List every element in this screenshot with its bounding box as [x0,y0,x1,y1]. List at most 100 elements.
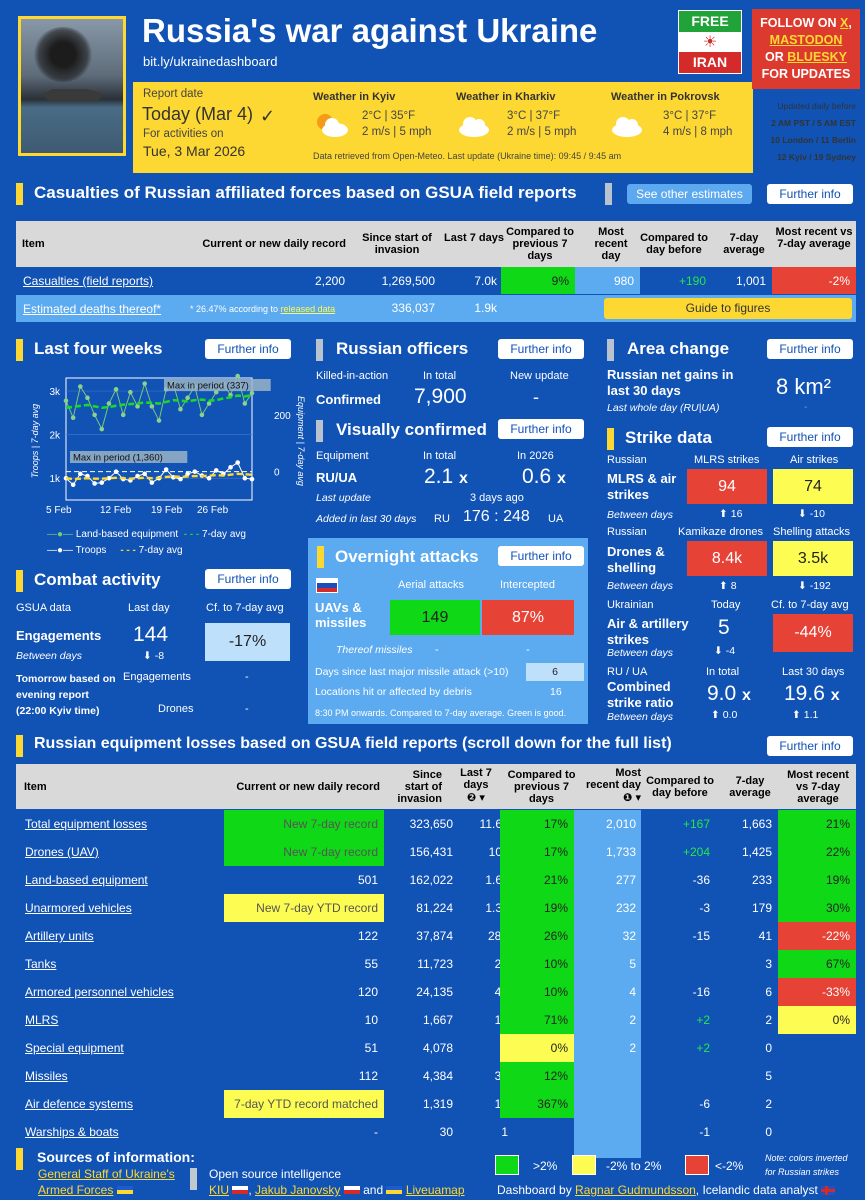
engagements-value: 144 [133,623,169,646]
strike-info-button[interactable]: Further info [767,427,853,447]
equipment-point [99,426,105,432]
troops-point [228,465,233,470]
thereof-aerial: - [435,644,439,656]
equipment-item-link[interactable]: Total equipment losses [25,817,148,831]
weeks-section-header: Last four weeks [16,336,296,366]
arrow-up-icon: ⬆ [719,508,728,520]
cell-cmpday: +2 [696,1041,710,1055]
area-section-header: Area change [607,336,857,366]
weather-pokrovsk-title: Weather in Pokrovsk [611,91,720,103]
follow-box: FOLLOW ON X, MASTODON OR BLUESKY FOR UPD… [752,9,860,89]
ukrainian-label: Ukrainian [607,599,654,611]
equipment-row[interactable]: Artillery units 122 37,874 285 26% 32 -15 41 -22… [16,922,856,950]
equipment-item-link[interactable]: Special equipment [25,1041,124,1055]
ratio-delta-1: 0.0 [722,709,738,721]
y-left-tick: 3k [49,387,61,398]
y-left-tick: 1k [49,474,61,485]
col-header: Since start of invasion [397,769,442,805]
officers-info-button[interactable]: Further info [498,339,584,359]
cell-current: 51 [364,1041,378,1055]
cell-cmp7: 367% [500,1090,574,1118]
ua-strikes-cf: -44% [773,614,853,652]
equipment-row[interactable]: Air defence systems 7-day YTD record matc… [16,1090,856,1118]
ukraine-flag-icon [116,1186,133,1194]
equipment-item-link[interactable]: Armored personnel vehicles [25,985,174,999]
arrow-down-icon: ⬇ [798,508,807,520]
deaths-row[interactable]: Estimated deaths thereof* * 26.47% accor… [16,295,856,322]
combat-info-button[interactable]: Further info [205,569,291,589]
casualties-row[interactable]: Casualties (field reports) 2,200 1,269,5… [16,267,856,294]
equipment-row[interactable]: Total equipment losses New 7-day record 32… [16,810,856,838]
col-header: Item [24,781,47,793]
equipment-item-link[interactable]: Drones (UAV) [25,845,99,859]
area-info-button[interactable]: Further info [767,339,853,359]
x-label: x [830,687,840,704]
casualties-info-button[interactable]: Further info [767,184,853,204]
equipment-item-link[interactable]: Warships & boats [25,1125,119,1139]
casualties-link[interactable]: Casualties (field reports) [23,274,154,288]
cell-current: 2,200 [314,274,345,288]
sort-desc-icon: ▾ [635,792,641,804]
janovsky-link[interactable]: Jakub Janovsky [255,1183,341,1197]
equipment-info-button[interactable]: Further info [767,736,853,756]
cell-recent [574,1090,642,1118]
gsua-link[interactable]: General Staff of Ukraine's [38,1167,175,1181]
cell-cmpday: +2 [696,1013,710,1027]
equipment-row[interactable]: Warships & boats - 30 1 -1 0 [16,1118,856,1146]
liveuamap-link[interactable]: Liveuamap [405,1183,465,1197]
equipment-row[interactable]: Unarmored vehicles New 7-day YTD record 81… [16,894,856,922]
uav-label: UAVs & missiles [315,600,367,630]
released-data-link[interactable]: released data [280,304,336,314]
visual-info-button[interactable]: Further info [498,419,584,439]
free-iran-flag[interactable]: FREE ☀ IRAN [678,10,742,74]
weather-note: Data retrieved from Open-Meteo. Last upd… [313,151,622,161]
equipment-item-link[interactable]: Missiles [25,1069,68,1083]
confirmed-label: Confirmed [316,392,381,407]
equipment-item-link[interactable]: MLRS [25,1013,59,1027]
overnight-info-button[interactable]: Further info [498,546,584,566]
engagements-tomorrow-label: Engagements [123,671,191,683]
equipment-point [135,404,140,409]
cell-cmpday: -1 [699,1125,710,1139]
equipment-row[interactable]: Armored personnel vehicles12024,1354410%… [16,978,856,1006]
shelling-delta: -192 [809,580,831,592]
weeks-info-button[interactable]: Further info [205,339,291,359]
equipment-row[interactable]: Drones (UAV) New 7-day record 156,431 10k 17… [16,838,856,866]
equipment-item-link[interactable]: Unarmored vehicles [25,901,132,915]
x-link[interactable]: X [840,16,849,30]
dashboard-url[interactable]: bit.ly/ukrainedashboard [143,54,278,69]
equipment-item-link[interactable]: Air defence systems [25,1097,134,1111]
author-link[interactable]: Ragnar Gudmundsson [575,1183,696,1197]
cell-last7: 1 [501,1125,508,1139]
see-other-estimates-button[interactable]: See other estimates [627,184,752,204]
cell-cmpday [642,1062,716,1090]
guide-to-figures-button[interactable]: Guide to figures [604,298,852,319]
kamikaze-header: Kamikaze drones [678,526,763,538]
cell-current: 120 [357,985,378,999]
equipment-row[interactable]: Land-based equipment 501 162,022 1.6k 21% 277… [16,866,856,894]
officers-title: Russian officers [336,339,469,358]
equipment-avg-line [65,393,253,410]
bluesky-link[interactable]: BLUESKY [787,50,847,64]
locations-label: Locations hit or affected by debris [315,686,472,698]
max-equipment-label-bg [164,379,271,391]
x-label: x [557,470,566,487]
col-header: Since start of invasion [362,232,432,256]
casualties-title: Casualties of Russian affiliated forces … [34,183,577,202]
gsua-link-2[interactable]: Armed Forces [38,1183,114,1197]
overnight-note: 8:30 PM onwards. Compared to 7-day avera… [315,708,567,718]
equipment-item-link[interactable]: Artillery units [25,929,94,943]
legend-item: 7-day avg [138,545,183,556]
equipment-item-link[interactable]: Land-based equipment [25,873,148,887]
cf-label: Cf. to 7-day avg [206,602,284,614]
deaths-link[interactable]: Estimated deaths thereof* [23,302,162,316]
cell-cmpday: +190 [678,274,706,288]
equipment-item-link[interactable]: Tanks [25,957,57,971]
kiu-link[interactable]: KIU [209,1183,230,1197]
cell-cmp7: 19% [500,894,574,922]
mastodon-link[interactable]: MASTODON [769,33,843,47]
